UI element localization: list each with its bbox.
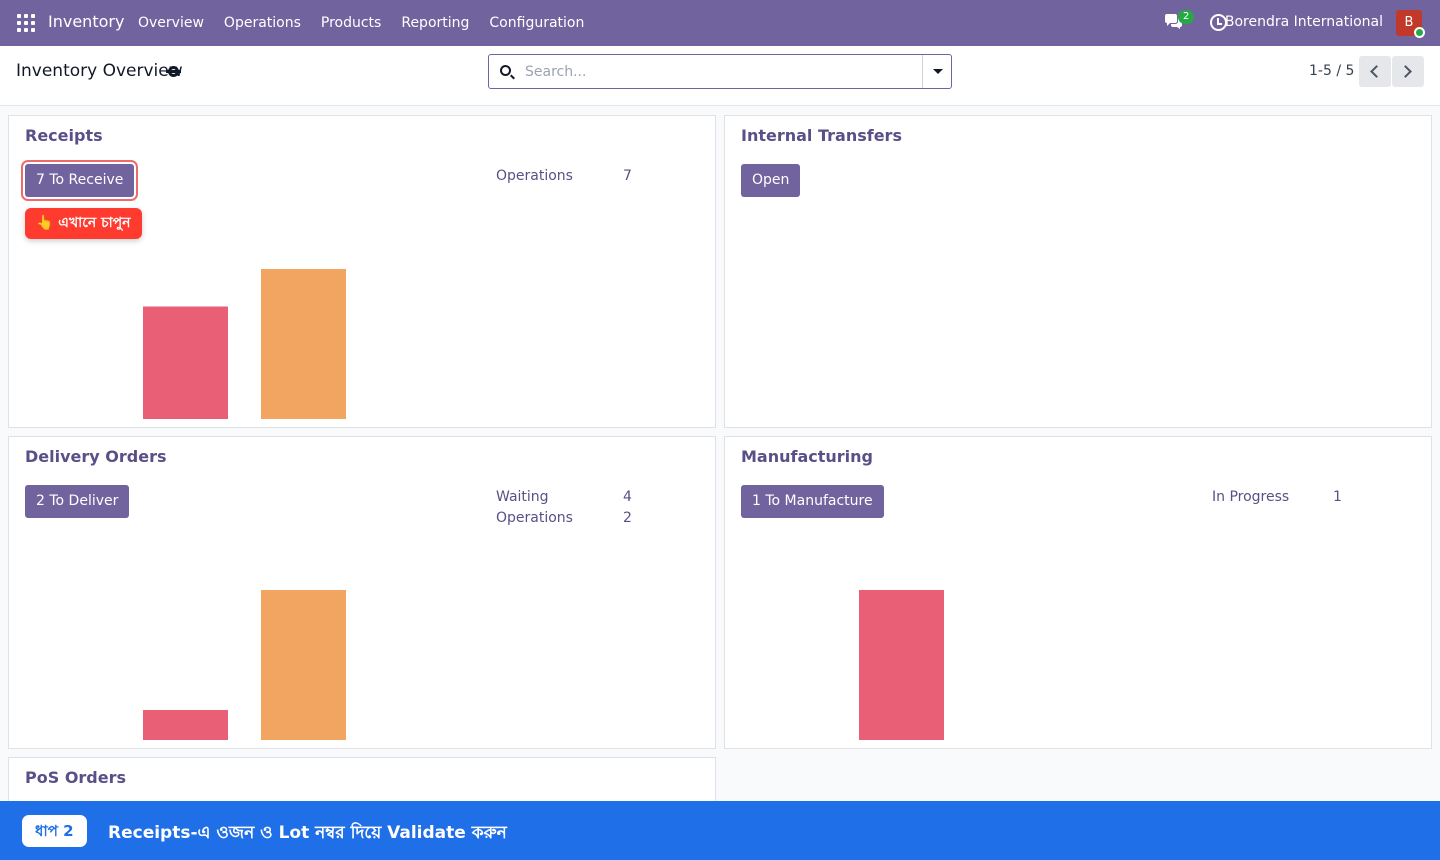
online-status-icon xyxy=(1414,27,1425,38)
stat-label: Waiting xyxy=(496,489,549,505)
chart-bar[interactable] xyxy=(143,306,228,420)
to-deliver-button[interactable]: 2 To Deliver xyxy=(25,485,130,518)
delivery-orders-card: Delivery Orders 2 To Deliver Waiting 4 O… xyxy=(8,436,716,749)
stat-value: 4 xyxy=(623,489,632,505)
gear-icon[interactable] xyxy=(166,66,181,77)
card-title[interactable]: Delivery Orders xyxy=(25,447,167,466)
chevron-left-icon xyxy=(1370,65,1383,78)
delivery-chart xyxy=(143,590,346,740)
chart-bar[interactable] xyxy=(261,269,346,419)
company-switcher[interactable]: Borendra International xyxy=(1224,14,1383,30)
stat-value: 2 xyxy=(623,510,632,526)
open-button[interactable]: Open xyxy=(741,164,801,197)
apps-grid-icon[interactable] xyxy=(17,14,35,32)
search-input[interactable] xyxy=(525,61,905,83)
menu-reporting[interactable]: Reporting xyxy=(401,15,470,31)
app-name[interactable]: Inventory xyxy=(48,12,125,31)
to-receive-button[interactable]: 7 To Receive xyxy=(25,164,135,197)
menu-operations[interactable]: Operations xyxy=(223,15,301,31)
manufacturing-chart xyxy=(859,590,944,740)
page-title: Inventory Overview xyxy=(16,61,183,81)
control-panel: Inventory Overview 1-5 / 5 xyxy=(0,46,1440,106)
chevron-right-icon xyxy=(1399,65,1412,78)
pager-value[interactable]: 1-5 / 5 xyxy=(1309,63,1355,79)
manufacturing-card: Manufacturing 1 To Manufacture In Progre… xyxy=(724,436,1432,749)
tutorial-step-banner: ধাপ 2 Receipts-এ ওজন ও Lot নম্বর দিয়ে V… xyxy=(0,801,1440,860)
chart-bar[interactable] xyxy=(261,590,346,740)
menu-overview[interactable]: Overview xyxy=(138,15,204,31)
search-icon xyxy=(500,65,511,76)
menu-configuration[interactable]: Configuration xyxy=(489,15,585,31)
top-navbar: Inventory Overview Operations Products R… xyxy=(0,0,1440,46)
stat-label: Operations xyxy=(496,510,573,526)
search-options-toggle[interactable] xyxy=(922,55,951,88)
search-bar xyxy=(488,54,952,89)
pager-next-button[interactable] xyxy=(1392,56,1424,87)
main-menu: Overview Operations Products Reporting C… xyxy=(128,0,594,46)
clock-icon[interactable] xyxy=(1210,14,1227,31)
chart-bar[interactable] xyxy=(143,710,228,740)
receipts-card: Receipts 7 To Receive Operations 7 xyxy=(8,115,716,428)
to-manufacture-button[interactable]: 1 To Manufacture xyxy=(741,485,884,518)
chat-count-badge: 2 xyxy=(1178,10,1195,24)
stat-value: 7 xyxy=(623,168,632,184)
stat-label: Operations xyxy=(496,168,573,184)
receipts-chart xyxy=(143,269,346,420)
chart-bar[interactable] xyxy=(859,590,944,740)
menu-products[interactable]: Products xyxy=(320,15,382,31)
card-title[interactable]: PoS Orders xyxy=(25,768,127,787)
card-title[interactable]: Receipts xyxy=(25,126,103,145)
step-instruction: Receipts-এ ওজন ও Lot নম্বর দিয়ে Validat… xyxy=(108,823,507,843)
card-title[interactable]: Manufacturing xyxy=(741,447,873,466)
step-badge: ধাপ 2 xyxy=(22,815,87,847)
stat-label: In Progress xyxy=(1212,489,1290,505)
stat-value: 1 xyxy=(1333,489,1342,505)
internal-transfers-card: Internal Transfers Open xyxy=(724,115,1432,428)
pager-previous-button[interactable] xyxy=(1359,56,1391,87)
card-title[interactable]: Internal Transfers xyxy=(741,126,902,145)
tutorial-hint: 👆 এখানে চাপুন xyxy=(25,208,142,239)
